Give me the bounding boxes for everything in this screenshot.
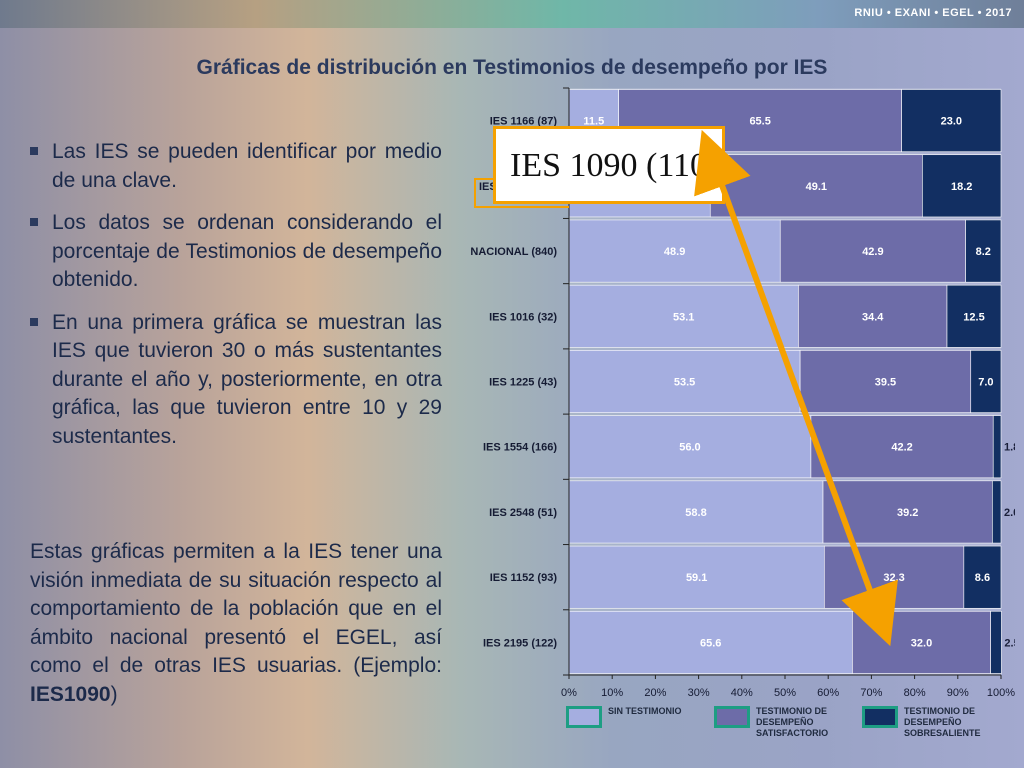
x-tick-label: 80% <box>904 687 926 699</box>
square-bullet-icon <box>30 218 38 226</box>
x-tick-label: 20% <box>644 687 666 699</box>
bullet-item: En una primera gráfica se muestran las I… <box>28 309 442 452</box>
bar-segment <box>990 610 1002 674</box>
summary-paragraph: Estas gráficas permiten a la IES tener u… <box>30 538 442 709</box>
data-label: 39.2 <box>897 507 918 519</box>
square-bullet-icon <box>30 147 38 155</box>
data-label: 53.1 <box>673 311 694 323</box>
legend-swatch <box>714 706 750 728</box>
bullet-text: Las IES se pueden identificar por medio … <box>52 140 442 192</box>
bullet-text: En una primera gráfica se muestran las I… <box>52 310 442 448</box>
data-label: 23.0 <box>941 116 962 128</box>
bullet-text: Los datos se ordenan considerando el por… <box>52 211 442 291</box>
legend-swatch <box>566 706 602 728</box>
category-label: IES 1225 (43) <box>489 377 557 389</box>
slide-title: Gráficas de distribución en Testimonios … <box>196 56 828 79</box>
data-label: 48.9 <box>664 246 685 258</box>
bar-segment <box>970 350 1002 413</box>
summary-close: ) <box>110 682 118 706</box>
bullet-item: Las IES se pueden identificar por medio … <box>28 138 442 195</box>
bar-segment <box>963 545 1002 609</box>
data-label: 1.8 <box>1004 442 1015 454</box>
x-tick-label: 30% <box>688 687 710 699</box>
x-tick-label: 60% <box>817 687 839 699</box>
example-ies: IES1090 <box>30 682 111 706</box>
data-label: 32.0 <box>911 637 932 649</box>
data-label: 65.5 <box>749 116 770 128</box>
callout-label: IES 1090 (110) <box>510 147 719 184</box>
x-tick-label: 0% <box>561 687 577 699</box>
data-label: 42.9 <box>862 246 883 258</box>
data-label: 8.2 <box>976 246 991 258</box>
bar-segment <box>965 219 1002 283</box>
bar-segment <box>946 284 1002 348</box>
bullet-item: Los datos se ordenan considerando el por… <box>28 209 442 295</box>
data-label: 32.3 <box>883 572 904 584</box>
category-label: IES 1166 (87) <box>490 116 558 128</box>
bar-segment <box>992 415 1002 479</box>
data-label: 8.6 <box>975 572 990 584</box>
data-label: 49.1 <box>806 181 827 193</box>
category-label: IES 1152 (93) <box>490 572 558 584</box>
data-label: 59.1 <box>686 572 707 584</box>
bar-segment <box>992 480 1002 544</box>
data-label: 12.5 <box>963 311 984 323</box>
category-label: IES 1016 (32) <box>489 311 557 323</box>
category-label: IES 2195 (122) <box>483 637 557 649</box>
category-label-partial: IES <box>479 181 497 193</box>
category-label: NACIONAL (840) <box>470 246 557 258</box>
legend-label: TESTIMONIO DE DESEMPEÑO SATISFACTORIO <box>756 706 829 738</box>
data-label: 65.6 <box>700 637 721 649</box>
data-label: 2.5 <box>1004 637 1015 649</box>
x-tick-label: 70% <box>860 687 882 699</box>
bar-segment <box>901 89 1002 153</box>
bullet-list: Las IES se pueden identificar por medio … <box>28 138 442 465</box>
x-tick-label: 10% <box>601 687 623 699</box>
x-tick-label: 90% <box>947 687 969 699</box>
data-label: 56.0 <box>679 442 700 454</box>
x-tick-label: 50% <box>774 687 796 699</box>
data-label: 34.4 <box>862 311 884 323</box>
data-label: 53.5 <box>674 377 695 389</box>
data-label: 58.8 <box>685 507 706 519</box>
legend-label: TESTIMONIO DE DESEMPEÑO SOBRESALIENTE <box>904 706 981 738</box>
category-label: IES 1554 (166) <box>483 442 557 454</box>
legend-swatch <box>862 706 898 728</box>
summary-text: Estas gráficas permiten a la IES tener u… <box>30 540 442 677</box>
header-band: RNIU • EXANI • EGEL • 2017 <box>0 0 1024 28</box>
category-label: IES 2548 (51) <box>489 507 557 519</box>
callout-box: IES 1090 (110) <box>493 126 725 204</box>
data-label: 7.0 <box>978 377 993 389</box>
data-label: 11.5 <box>583 116 604 128</box>
data-label: 18.2 <box>951 181 972 193</box>
square-bullet-icon <box>30 317 38 326</box>
x-tick-label: 40% <box>731 687 753 699</box>
brand-label: RNIU • EXANI • EGEL • 2017 <box>854 7 1012 19</box>
data-label: 2.0 <box>1004 507 1015 519</box>
data-label: 39.5 <box>875 377 896 389</box>
x-tick-label: 100% <box>987 687 1015 699</box>
legend-label: SIN TESTIMONIO <box>608 706 682 716</box>
bar-segment <box>922 154 1002 218</box>
data-label: 42.2 <box>891 442 912 454</box>
